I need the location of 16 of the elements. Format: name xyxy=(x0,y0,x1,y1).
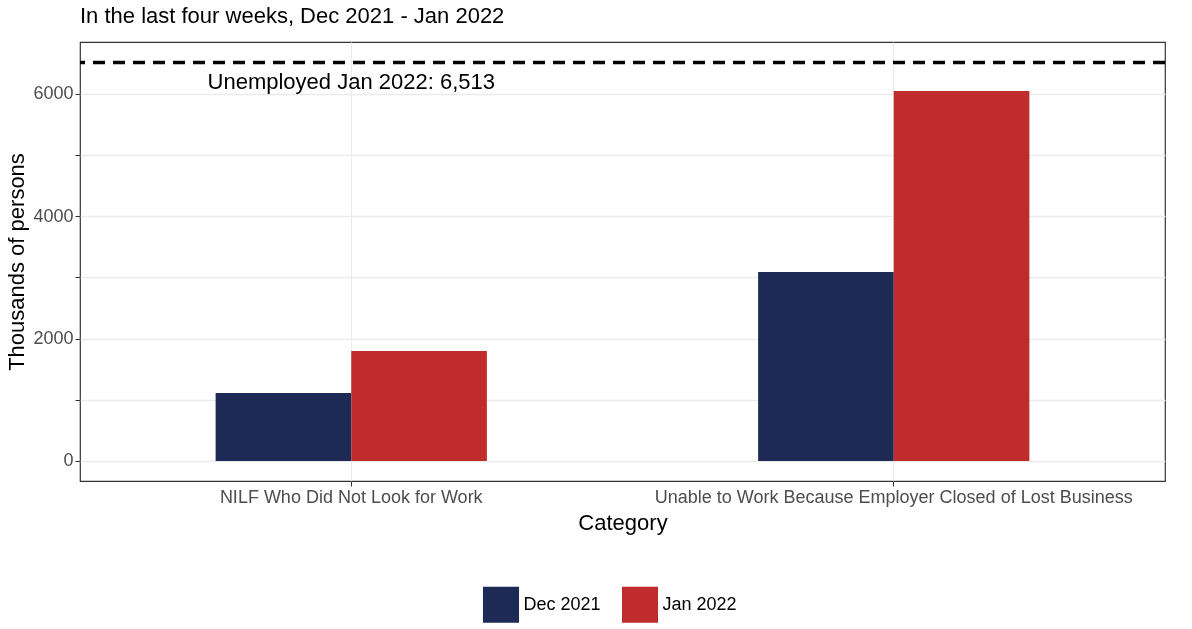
chart-title: In the last four weeks, Dec 2021 - Jan 2022 xyxy=(80,3,505,28)
x-tick-label: Unable to Work Because Employer Closed of Lost Business xyxy=(654,486,1133,507)
bar xyxy=(758,271,894,461)
y-tick-label: 6000 xyxy=(33,83,74,104)
legend-label: Dec 2021 xyxy=(523,593,601,614)
bar xyxy=(215,393,352,461)
x-axis-title: Category xyxy=(578,509,668,535)
bar xyxy=(351,350,487,461)
y-tick-label: 2000 xyxy=(33,328,74,349)
ref-line-label: Unemployed Jan 2022: 6,513 xyxy=(207,68,495,94)
y-axis-title: Thousands of persons xyxy=(4,153,30,371)
x-tick-label: NILF Who Did Not Look for Work xyxy=(219,486,484,507)
y-tick-label: 0 xyxy=(63,450,74,471)
legend-label: Jan 2022 xyxy=(662,593,737,614)
y-tick-label: 4000 xyxy=(33,205,74,226)
bar xyxy=(893,90,1030,461)
